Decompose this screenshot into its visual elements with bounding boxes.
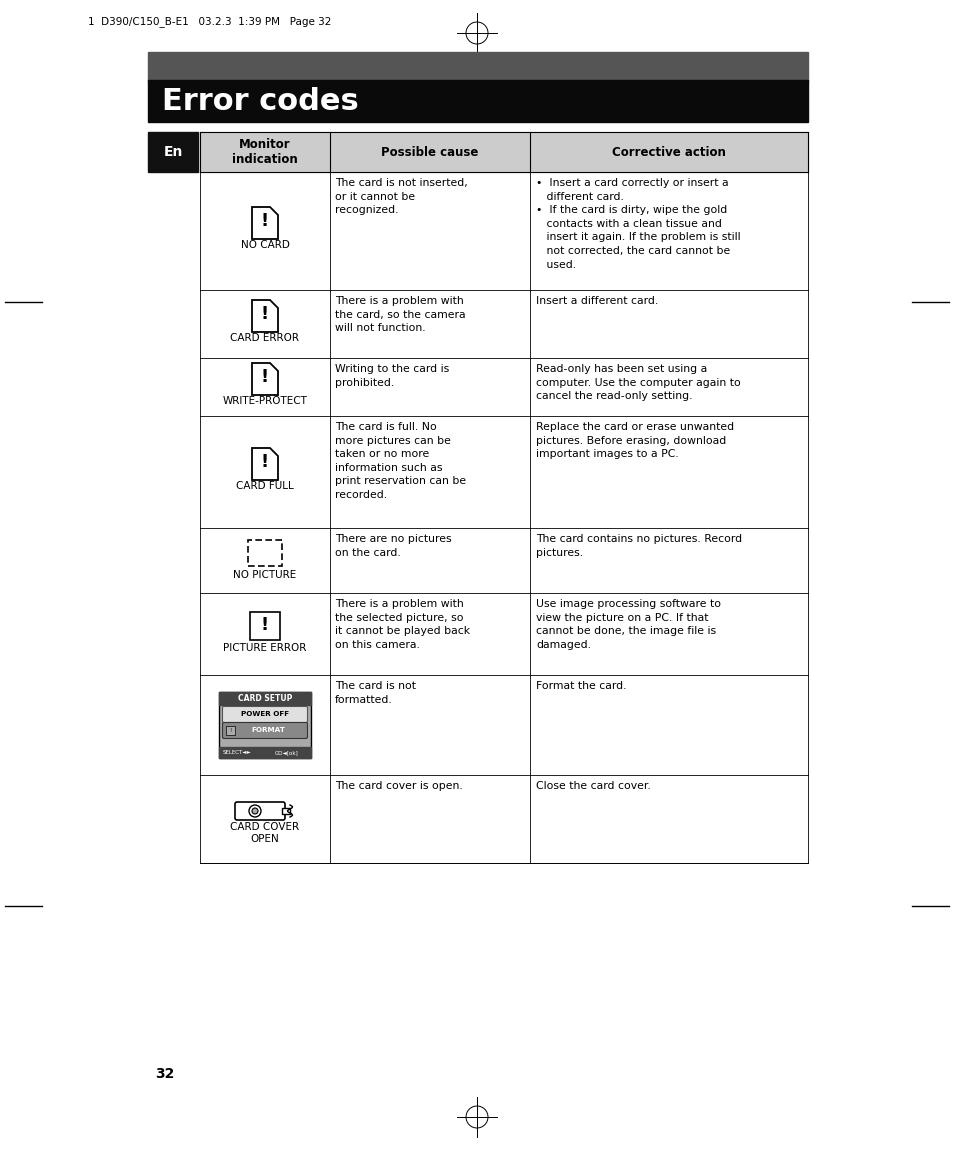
Text: !: ! — [261, 368, 269, 386]
Bar — [200, 359, 807, 416]
Text: PICTURE ERROR: PICTURE ERROR — [223, 643, 306, 653]
Text: Read-only has been set using a
computer. Use the computer again to
cancel the re: Read-only has been set using a computer.… — [536, 364, 740, 402]
Text: There is a problem with
the card, so the camera
will not function.: There is a problem with the card, so the… — [335, 296, 465, 333]
Bar — [200, 775, 807, 863]
Text: Replace the card or erase unwanted
pictures. Before erasing, download
important : Replace the card or erase unwanted pictu… — [536, 423, 734, 460]
Text: CARD FULL: CARD FULL — [236, 481, 294, 491]
Text: There are no pictures
on the card.: There are no pictures on the card. — [335, 534, 451, 558]
Text: CARD ERROR: CARD ERROR — [231, 333, 299, 343]
Text: CARD COVER
OPEN: CARD COVER OPEN — [231, 822, 299, 844]
Text: En: En — [163, 146, 182, 159]
Text: 32: 32 — [154, 1067, 174, 1081]
FancyBboxPatch shape — [234, 802, 285, 819]
Text: •  Insert a card correctly or insert a
   different card.
•  If the card is dirt: • Insert a card correctly or insert a di… — [536, 178, 740, 270]
Text: Error codes: Error codes — [162, 86, 358, 115]
Bar — [200, 172, 807, 290]
Circle shape — [249, 805, 261, 817]
Text: FORMAT: FORMAT — [251, 728, 285, 733]
Bar — [200, 416, 807, 528]
Text: The card is not inserted,
or it cannot be
recognized.: The card is not inserted, or it cannot b… — [335, 178, 467, 215]
Bar — [252, 300, 277, 332]
Text: CARD SETUP: CARD SETUP — [237, 694, 292, 703]
Bar — [252, 363, 277, 395]
Text: Corrective action: Corrective action — [612, 146, 725, 158]
Bar — [200, 290, 807, 359]
Bar — [148, 52, 807, 81]
Text: Monitor
indication: Monitor indication — [232, 139, 297, 166]
Bar — [200, 528, 807, 592]
Text: !: ! — [261, 305, 269, 322]
Text: NO PICTURE: NO PICTURE — [233, 569, 296, 580]
FancyBboxPatch shape — [222, 707, 307, 723]
Text: Format the card.: Format the card. — [536, 681, 626, 691]
Text: WRITE-PROTECT: WRITE-PROTECT — [222, 396, 307, 406]
Text: There is a problem with
the selected picture, so
it cannot be played back
on thi: There is a problem with the selected pic… — [335, 599, 470, 650]
Text: !: ! — [261, 212, 269, 230]
Bar — [200, 675, 807, 775]
Text: 1  D390/C150_B-E1   03.2.3  1:39 PM   Page 32: 1 D390/C150_B-E1 03.2.3 1:39 PM Page 32 — [88, 16, 331, 27]
Text: Writing to the card is
prohibited.: Writing to the card is prohibited. — [335, 364, 449, 388]
Bar — [219, 693, 311, 705]
Bar — [226, 726, 234, 734]
Text: NO CARD: NO CARD — [240, 240, 289, 250]
Text: The card contains no pictures. Record
pictures.: The card contains no pictures. Record pi… — [536, 534, 741, 558]
FancyBboxPatch shape — [222, 723, 307, 738]
Text: POWER OFF: POWER OFF — [241, 711, 289, 717]
Text: !: ! — [229, 728, 232, 733]
Text: SELECT◄►: SELECT◄► — [222, 750, 251, 755]
Text: !: ! — [261, 616, 269, 634]
Text: Close the card cover.: Close the card cover. — [536, 781, 650, 792]
Circle shape — [252, 808, 257, 814]
Bar — [200, 592, 807, 675]
Bar — [148, 80, 807, 122]
Text: Use image processing software to
view the picture on a PC. If that
cannot be don: Use image processing software to view th… — [536, 599, 720, 650]
Bar — [252, 207, 277, 239]
Bar — [250, 612, 280, 640]
Bar — [200, 132, 807, 172]
Text: Possible cause: Possible cause — [381, 146, 478, 158]
Text: The card is not
formatted.: The card is not formatted. — [335, 681, 416, 704]
Bar — [219, 747, 311, 758]
Text: The card cover is open.: The card cover is open. — [335, 781, 462, 792]
Bar — [248, 539, 282, 566]
Bar — [219, 693, 311, 758]
Text: The card is full. No
more pictures can be
taken or no more
information such as
p: The card is full. No more pictures can b… — [335, 423, 466, 501]
Bar — [252, 448, 277, 480]
Text: Insert a different card.: Insert a different card. — [536, 296, 658, 306]
Bar — [282, 808, 290, 814]
Text: GO◄[ok]: GO◄[ok] — [274, 750, 298, 755]
Bar — [148, 132, 198, 172]
Text: !: ! — [261, 453, 269, 471]
